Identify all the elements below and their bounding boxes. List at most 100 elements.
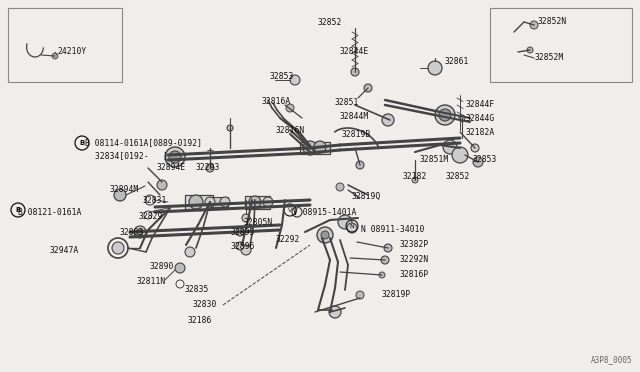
Text: 32851: 32851 [335,98,360,107]
Text: V: V [288,208,292,212]
Circle shape [471,144,479,152]
Circle shape [412,177,418,183]
Text: 32186: 32186 [188,316,212,325]
Circle shape [206,164,214,172]
Text: N 08911-34010: N 08911-34010 [361,225,424,234]
Circle shape [112,242,124,254]
Text: B: B [15,207,20,213]
Text: B 08114-0161A[0889-0192]: B 08114-0161A[0889-0192] [85,138,202,147]
Circle shape [185,247,195,257]
Circle shape [157,180,167,190]
Bar [8,8,122,82]
Circle shape [473,157,483,167]
Circle shape [314,141,326,153]
Text: 32853: 32853 [270,72,294,81]
Circle shape [137,229,143,235]
Circle shape [338,215,352,229]
Circle shape [290,75,300,85]
Text: 32834[0192-   ]: 32834[0192- ] [95,151,168,160]
Circle shape [439,109,451,121]
Circle shape [165,147,185,167]
Circle shape [114,189,126,201]
Circle shape [242,214,250,222]
Text: 32896: 32896 [231,242,255,251]
Circle shape [169,151,181,163]
Bar [210,197,228,207]
Text: 24210Y: 24210Y [57,48,86,57]
Text: 32894E: 32894E [157,163,186,172]
Text: 32831: 32831 [143,196,168,205]
Text: 32805N: 32805N [244,218,273,227]
Circle shape [443,140,457,154]
Circle shape [435,105,455,125]
Text: 32182: 32182 [403,172,428,181]
Text: 32819B: 32819B [342,130,371,139]
Circle shape [189,195,203,209]
Text: 32844F: 32844F [466,100,495,109]
Text: 32852M: 32852M [535,54,564,62]
Circle shape [249,196,261,208]
Text: 32894M: 32894M [110,185,140,194]
Circle shape [317,227,333,243]
Circle shape [364,84,372,92]
Circle shape [384,244,392,252]
Text: 32844G: 32844G [466,114,495,123]
Text: 32830: 32830 [193,300,218,309]
Bar [185,195,213,209]
Circle shape [175,263,185,273]
Circle shape [52,53,58,59]
Circle shape [205,197,215,207]
Text: A3P8_0005: A3P8_0005 [590,355,632,364]
Text: 32947A: 32947A [50,246,79,255]
Text: 32382P: 32382P [400,240,429,249]
Text: 32835: 32835 [185,285,209,294]
Text: B: B [79,140,84,146]
Circle shape [263,197,273,207]
Text: 32816A: 32816A [262,97,291,106]
Text: 32895: 32895 [231,228,255,237]
Circle shape [381,256,389,264]
Circle shape [220,197,230,207]
Bar [245,196,270,209]
Circle shape [527,47,533,53]
Circle shape [351,68,359,76]
Text: 32852N: 32852N [538,17,567,26]
Text: 32816N: 32816N [276,126,305,135]
Circle shape [530,21,538,29]
Text: 32819Q: 32819Q [352,192,381,201]
Text: 32844M: 32844M [340,112,369,121]
Circle shape [428,61,442,75]
Text: B 08121-0161A: B 08121-0161A [18,208,81,217]
Circle shape [452,147,468,163]
Circle shape [347,223,357,233]
Text: 32844E: 32844E [340,47,369,56]
Text: N: N [349,224,355,228]
Bar [490,8,632,82]
Circle shape [356,161,364,169]
Circle shape [227,125,233,131]
Circle shape [303,141,317,155]
Text: 32851M: 32851M [420,155,449,164]
Circle shape [236,242,244,250]
Text: 32182A: 32182A [466,128,495,137]
Circle shape [336,183,344,191]
Text: 32803: 32803 [120,228,145,237]
Text: 32819P: 32819P [382,290,412,299]
Text: 32861: 32861 [445,57,469,66]
Circle shape [321,231,329,239]
Circle shape [134,226,146,238]
Circle shape [236,228,244,236]
Text: V 08915-1401A: V 08915-1401A [293,208,356,217]
Circle shape [241,245,251,255]
Text: 32852: 32852 [318,18,342,27]
Text: 32829: 32829 [139,212,163,221]
Text: 32853: 32853 [473,155,497,164]
Text: 32816P: 32816P [400,270,429,279]
Circle shape [356,291,364,299]
Circle shape [329,306,341,318]
Text: 32890: 32890 [150,262,174,271]
Text: 32811N: 32811N [137,277,166,286]
Text: 32292: 32292 [276,235,300,244]
Circle shape [379,272,385,278]
Circle shape [286,104,294,112]
